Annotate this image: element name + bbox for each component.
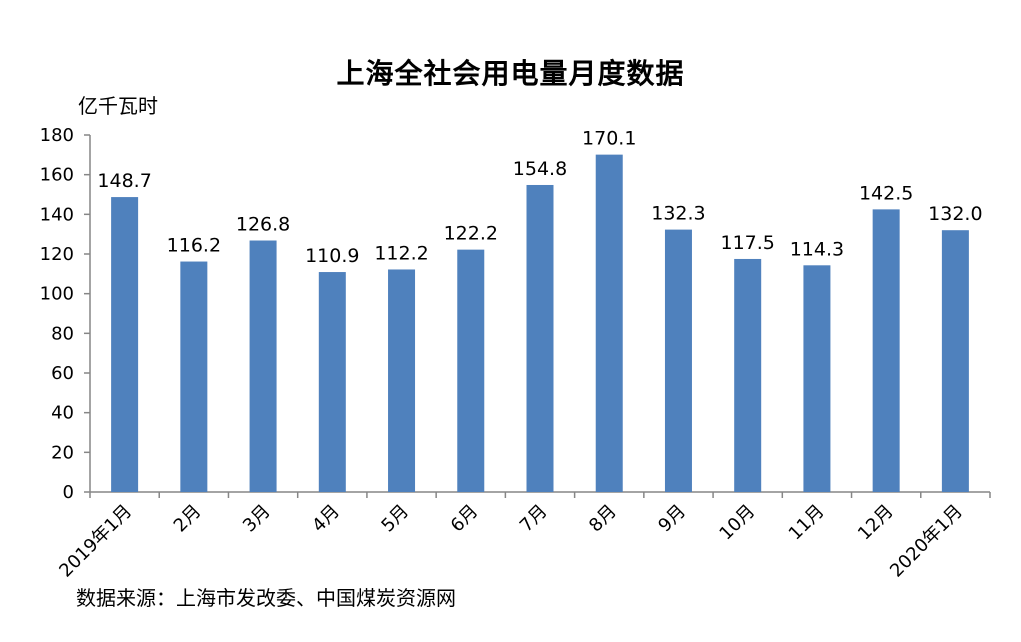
bar xyxy=(734,258,762,492)
data-label: 122.2 xyxy=(444,223,498,245)
x-tick-label: 9月 xyxy=(654,501,690,537)
data-label: 142.5 xyxy=(859,182,913,204)
x-tick-label: 3月 xyxy=(239,501,275,537)
bar xyxy=(803,265,831,492)
y-tick-label: 20 xyxy=(51,442,74,463)
y-tick-label: 100 xyxy=(40,284,74,305)
y-tick-label: 160 xyxy=(40,165,74,186)
data-label: 154.8 xyxy=(513,158,567,180)
data-label: 116.2 xyxy=(167,235,221,257)
data-label: 112.2 xyxy=(374,242,428,264)
bar xyxy=(872,209,900,492)
x-tick-label: 2019年1月 xyxy=(55,501,136,582)
bar xyxy=(388,269,416,492)
source-note: 数据来源：上海市发改委、中国煤炭资源网 xyxy=(76,586,456,610)
x-tick-label: 2020年1月 xyxy=(886,501,967,582)
x-tick-label: 6月 xyxy=(447,501,483,537)
data-label: 148.7 xyxy=(97,170,151,192)
x-tick-label: 2月 xyxy=(170,501,206,537)
x-tick-label: 11月 xyxy=(785,501,829,545)
y-axis-unit-label: 亿千瓦时 xyxy=(78,94,158,118)
y-tick-label: 60 xyxy=(51,363,74,384)
data-label: 114.3 xyxy=(790,238,844,260)
y-tick-label: 140 xyxy=(40,204,74,225)
bar xyxy=(111,197,139,492)
bar xyxy=(526,184,554,493)
data-labels: 148.7 116.2 126.8 110.9 112.2 122.2 154.8 170.1… xyxy=(97,128,982,267)
x-tick-label: 10月 xyxy=(715,501,759,545)
data-label: 132.0 xyxy=(928,203,982,225)
bar xyxy=(595,154,623,492)
data-label: 132.3 xyxy=(651,203,705,225)
chart-title: 上海全社会用电量月度数据 xyxy=(336,57,685,90)
bar xyxy=(457,249,485,492)
y-tick-label: 120 xyxy=(40,244,74,265)
bar xyxy=(941,230,969,492)
bar xyxy=(180,261,208,492)
y-tick-label: 80 xyxy=(51,323,74,344)
y-tick-label: 0 xyxy=(63,482,74,503)
bar xyxy=(664,229,692,493)
x-tick-label: 4月 xyxy=(308,501,344,537)
x-tick-label: 8月 xyxy=(585,501,621,537)
data-label: 126.8 xyxy=(236,214,290,236)
bar xyxy=(249,240,277,492)
data-label: 110.9 xyxy=(305,245,359,267)
bar xyxy=(318,272,346,492)
axes: 0 20 40 60 80 100 120 140 160 180 xyxy=(40,125,991,503)
bars xyxy=(111,154,969,493)
data-label: 170.1 xyxy=(582,128,636,150)
y-tick-label: 180 xyxy=(40,125,74,146)
data-label: 117.5 xyxy=(720,232,774,254)
x-tick-label: 7月 xyxy=(516,501,552,537)
y-tick-label: 40 xyxy=(51,403,74,424)
x-tick-label: 5月 xyxy=(377,501,413,537)
x-tick-label: 12月 xyxy=(854,501,898,545)
